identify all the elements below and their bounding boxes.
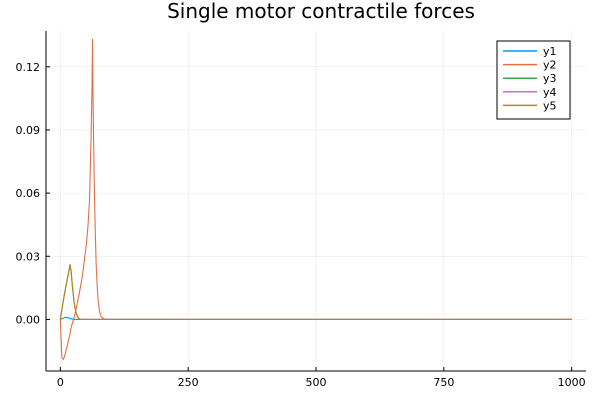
x-tick-label: 750 (433, 376, 454, 389)
x-tick-label: 500 (306, 376, 327, 389)
y-tick-label: 0.03 (16, 250, 41, 263)
axis-layer: 0 250 500 750 1000 0.00 0.03 0.06 0.09 0.12 (16, 31, 586, 389)
chart-title: Single motor contractile forces (167, 0, 475, 23)
legend-box (496, 40, 571, 120)
series-layer (59, 38, 572, 360)
x-tick-label: 1000 (558, 376, 586, 389)
series-line-y5 (59, 264, 572, 320)
y-tick-label: 0.09 (16, 124, 41, 137)
legend-label-y1: y1 (543, 45, 557, 58)
series-line-y2 (59, 38, 572, 360)
y-tick-label: 0.00 (16, 313, 41, 326)
legend-label-y4: y4 (543, 86, 557, 99)
legend-label-y2: y2 (543, 59, 557, 72)
legend-label-y3: y3 (543, 72, 557, 85)
y-tick-label: 0.06 (16, 187, 41, 200)
x-tick-label: 250 (178, 376, 199, 389)
x-tick-label: 0 (57, 376, 64, 389)
y-tick-label: 0.12 (16, 61, 41, 74)
legend-label-y5: y5 (543, 99, 557, 112)
